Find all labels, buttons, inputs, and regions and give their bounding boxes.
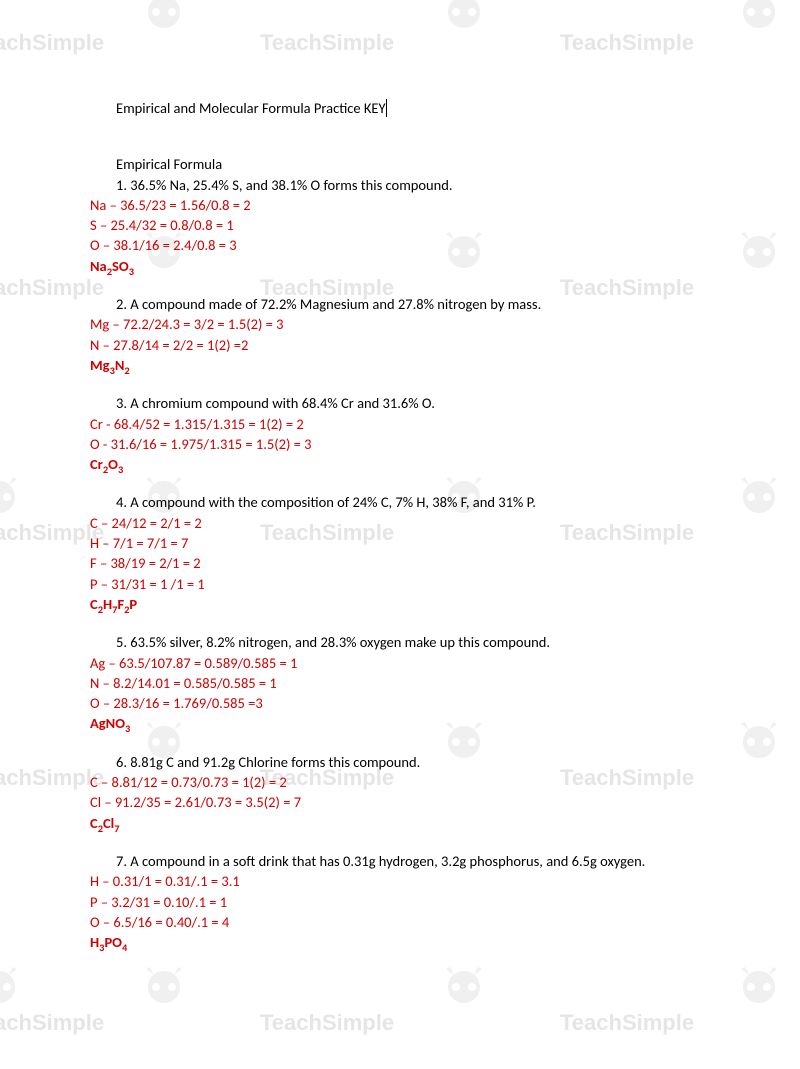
problem-prompt: 3. A chromium compound with 68.4% Cr and… bbox=[116, 393, 710, 413]
work-line: F – 38/19 = 2/1 = 2 bbox=[90, 553, 710, 573]
work-line: Ag – 63.5/107.87 = 0.589/0.585 = 1 bbox=[90, 653, 710, 673]
work-line: P – 31/31 = 1 /1 = 1 bbox=[90, 574, 710, 594]
watermark-text: TeachSimple bbox=[0, 1010, 104, 1036]
problem-prompt: 7. A compound in a soft drink that has 0… bbox=[116, 851, 710, 871]
problem-prompt: 1. 36.5% Na, 25.4% S, and 38.1% O forms … bbox=[116, 175, 710, 195]
answer-formula: AgNO3 bbox=[90, 713, 710, 733]
work-line: S – 25.4/32 = 0.8/0.8 = 1 bbox=[90, 215, 710, 235]
page-title: Empirical and Molecular Formula Practice… bbox=[116, 98, 710, 118]
section-heading: Empirical Formula bbox=[116, 154, 710, 174]
watermark-text: TeachSimple bbox=[260, 1010, 394, 1036]
answer-formula: Mg3N2 bbox=[90, 355, 710, 375]
work-line: C – 24/12 = 2/1 = 2 bbox=[90, 513, 710, 533]
problem-prompt: 6. 8.81g C and 91.2g Chlorine forms this… bbox=[116, 752, 710, 772]
work-line: Cl – 91.2/35 = 2.61/0.73 = 3.5(2) = 7 bbox=[90, 792, 710, 812]
work-line: O - 31.6/16 = 1.975/1.315 = 1.5(2) = 3 bbox=[90, 434, 710, 454]
answer-formula: Cr2O3 bbox=[90, 454, 710, 474]
work-line: H – 7/1 = 7/1 = 7 bbox=[90, 533, 710, 553]
watermark-text: TeachSimple bbox=[560, 1010, 694, 1036]
work-line: Na – 36.5/23 = 1.56/0.8 = 2 bbox=[90, 195, 710, 215]
work-line: Mg – 72.2/24.3 = 3/2 = 1.5(2) = 3 bbox=[90, 314, 710, 334]
problem-prompt: 2. A compound made of 72.2% Magnesium an… bbox=[116, 294, 710, 314]
text-cursor bbox=[386, 99, 387, 117]
work-line: H – 0.31/1 = 0.31/.1 = 3.1 bbox=[90, 871, 710, 891]
work-line: O – 6.5/16 = 0.40/.1 = 4 bbox=[90, 912, 710, 932]
answer-formula: Na2SO3 bbox=[90, 256, 710, 276]
answer-formula: C2Cl7 bbox=[90, 813, 710, 833]
title-text: Empirical and Molecular Formula Practice… bbox=[116, 99, 386, 117]
work-line: Cr - 68.4/52 = 1.315/1.315 = 1(2) = 2 bbox=[90, 414, 710, 434]
problems-container: 1. 36.5% Na, 25.4% S, and 38.1% O forms … bbox=[90, 175, 710, 953]
answer-formula: C2H7F2P bbox=[90, 594, 710, 614]
problem-prompt: 5. 63.5% silver, 8.2% nitrogen, and 28.3… bbox=[116, 632, 710, 652]
work-line: O – 28.3/16 = 1.769/0.585 =3 bbox=[90, 693, 710, 713]
problem-prompt: 4. A compound with the composition of 24… bbox=[116, 492, 710, 512]
document-page: Empirical and Molecular Formula Practice… bbox=[0, 0, 800, 992]
answer-formula: H3PO4 bbox=[90, 932, 710, 952]
work-line: O – 38.1/16 = 2.4/0.8 = 3 bbox=[90, 235, 710, 255]
work-line: N – 27.8/14 = 2/2 = 1(2) =2 bbox=[90, 335, 710, 355]
work-line: P – 3.2/31 = 0.10/.1 = 1 bbox=[90, 892, 710, 912]
work-line: N – 8.2/14.01 = 0.585/0.585 = 1 bbox=[90, 673, 710, 693]
work-line: C – 8.81/12 = 0.73/0.73 = 1(2) = 2 bbox=[90, 772, 710, 792]
